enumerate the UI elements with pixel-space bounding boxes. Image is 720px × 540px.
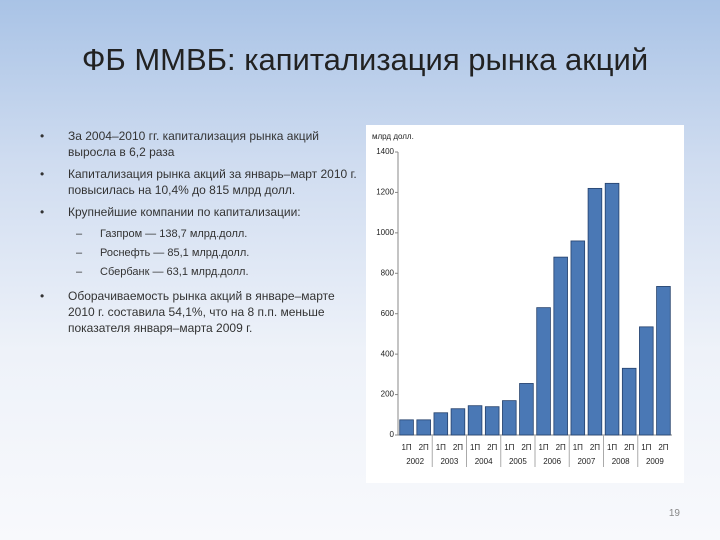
group-label: 2006 [543,457,561,466]
bullet: Крупнейшие компании по капитализации: [40,204,360,220]
bar [621,367,637,436]
x-tick-label: 1П [436,443,446,452]
bullet-list: За 2004–2010 гг. капитализация рынка акц… [40,128,360,342]
bar [433,412,449,436]
sub-bullet: Сбербанк — 63,1 млрд.долл. [40,264,360,280]
bullet: Капитализация рынка акций за январь–март… [40,166,360,198]
bar [519,383,534,436]
bar [536,307,551,436]
y-tick-label: 1000 [376,228,394,237]
y-tick-label: 0 [390,430,395,439]
bar [467,405,483,436]
x-tick-label: 1П [641,443,651,452]
group-label: 2007 [577,457,595,466]
x-tick-label: 2П [658,443,668,452]
chart: млрд долл. 0 200 400 600 800 1000 1200 1400 1П 2П… [366,125,684,483]
x-tick-label: 1П [573,443,583,452]
x-tick-label: 1П [504,443,514,452]
group-label: 2004 [475,457,493,466]
group-label: 2008 [612,457,630,466]
x-tick-label: 2П [453,443,463,452]
bar [587,187,603,436]
y-axis-label: млрд долл. [372,132,414,141]
bar [656,286,671,436]
bar [399,419,414,436]
y-tick-label: 400 [381,349,395,358]
y-tick-label: 200 [381,390,395,399]
bar [416,419,431,436]
x-tick-label: 2П [590,443,600,452]
x-tick-label: 1П [538,443,548,452]
group-label: 2003 [440,457,458,466]
x-tick-label: 2П [487,443,497,452]
group-label: 2002 [406,457,424,466]
bar [604,182,620,436]
x-tick-label: 2П [624,443,634,452]
y-tick-label: 1200 [376,188,394,197]
y-tick-label: 1400 [376,147,394,156]
x-tick-label: 2П [419,443,429,452]
group-label: 2005 [509,457,527,466]
bar [450,408,466,436]
x-tick-label: 2П [556,443,566,452]
bullet: За 2004–2010 гг. капитализация рынка акц… [40,128,360,160]
x-tick-label: 1П [607,443,617,452]
bar [553,256,568,436]
group-label: 2009 [646,457,664,466]
page-number: 19 [668,508,680,519]
sub-bullet: Роснефть — 85,1 млрд.долл. [40,245,360,261]
bar [639,326,654,436]
bullet: Оборачиваемость рынка акций в январе–мар… [40,288,360,336]
slide-title: ФБ ММВБ: капитализация рынка акций [81,42,649,77]
y-tick-label: 600 [381,309,395,318]
bar [502,400,517,436]
x-tick-label: 1П [470,443,480,452]
bar [570,240,586,436]
bar [484,406,500,436]
x-tick-label: 1П [401,443,411,452]
y-tick-label: 800 [381,268,395,277]
x-tick-label: 2П [521,443,531,452]
sub-bullet: Газпром — 138,7 млрд.долл. [40,226,360,242]
